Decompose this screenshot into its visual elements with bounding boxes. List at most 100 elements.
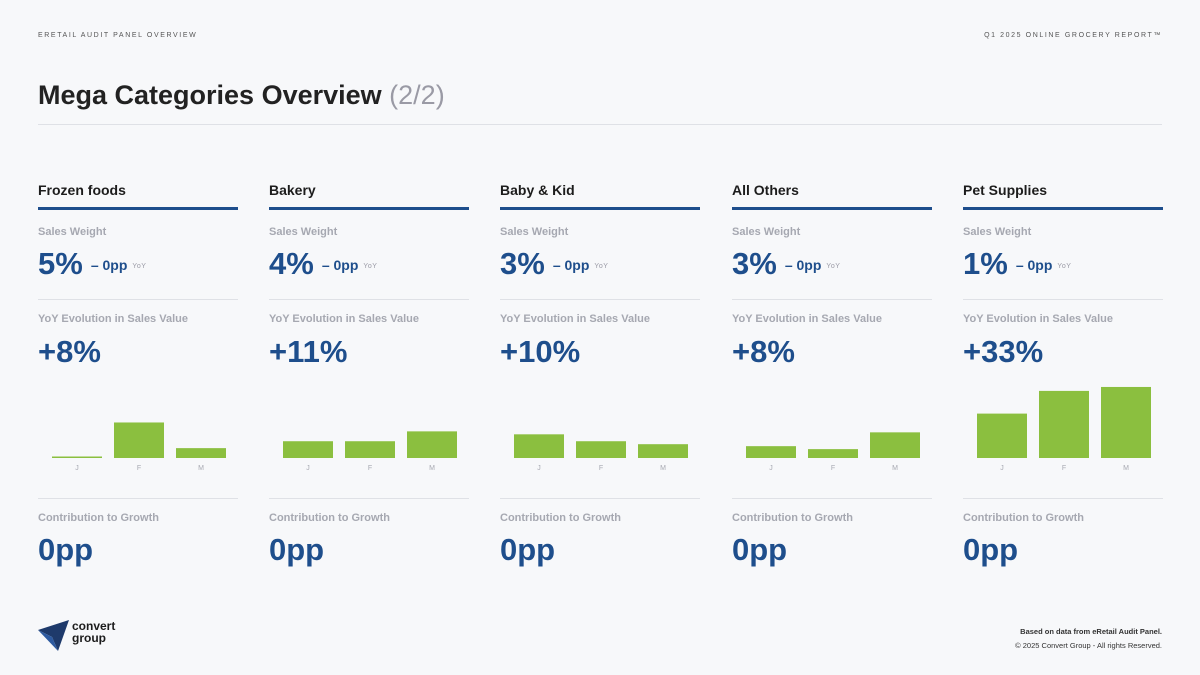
yoy-evolution-value: +33% [963,334,1044,369]
category-name: Bakery [269,182,469,210]
sales-weight-label: Sales Weight [269,226,338,238]
convert-group-logo: convert group [38,620,115,657]
bar-F [114,422,164,458]
contribution-value: 0pp [269,532,325,567]
divider [963,498,1163,499]
category-column: Pet Supplies Sales Weight 1% – 0pp YoY YoY Ev… [963,182,1163,567]
yoy-evolution-value: +8% [38,334,101,369]
sales-weight-row: 5% – 0pp YoY [38,246,146,282]
sales-weight-value: 3% [500,246,545,281]
sales-weight-label: Sales Weight [732,226,801,238]
sales-weight-value: 3% [732,246,777,281]
category-column: Frozen foods Sales Weight 5% – 0pp YoY YoY Ev… [38,182,238,567]
copyright-note: © 2025 Convert Group - All rights Reserv… [1015,641,1162,650]
report-name-label: Q1 2025 ONLINE GROCERY REPORT™ [984,32,1162,39]
bar-M [870,432,920,458]
bar-J [977,413,1027,458]
paper-plane-icon [38,620,69,651]
bar-F [576,441,626,458]
sales-weight-value: 4% [269,246,314,281]
sales-weight-row: 1% – 0pp YoY [963,246,1071,282]
contribution-value: 0pp [963,532,1019,567]
bar-M [638,444,688,458]
contribution-value: 0pp [38,532,94,567]
x-tick-label: M [1123,465,1129,472]
bar-F [1039,390,1089,458]
report-section-label: ERETAIL AUDIT PANEL OVERVIEW [38,32,198,39]
sales-weight-label: Sales Weight [963,226,1032,238]
sales-weight-value: 1% [963,246,1008,281]
sales-weight-delta: – 0pp [90,257,128,273]
divider [38,299,238,300]
yoy-evolution-value: +11% [269,334,348,369]
sales-weight-delta: – 0pp [552,257,590,273]
category-column: All Others Sales Weight 3% – 0pp YoY YoY Evol… [732,182,932,567]
sales-weight-row: 4% – 0pp YoY [269,246,377,282]
bar-M [407,431,457,458]
divider [500,498,700,499]
contribution-label: Contribution to Growth [38,512,159,524]
sales-weight-delta: – 0pp [321,257,359,273]
yoy-tag: YoY [1057,263,1072,270]
bar-F [345,441,395,458]
page-title-pagination: (2/2) [389,80,445,110]
contribution-label: Contribution to Growth [732,512,853,524]
x-tick-label: J [75,465,79,472]
sales-weight-delta: – 0pp [1015,257,1053,273]
bar-M [176,448,226,458]
divider [732,498,932,499]
title-divider [38,124,1162,125]
yoy-tag: YoY [363,263,378,270]
yoy-evolution-label: YoY Evolution in Sales Value [963,313,1113,325]
yoy-evolution-value: +10% [500,334,581,369]
x-tick-label: M [429,465,435,472]
divider [732,299,932,300]
sales-weight-delta: – 0pp [784,257,822,273]
x-tick-label: F [137,465,141,472]
divider [963,299,1163,300]
page-title: Mega Categories Overview (2/2) [38,80,445,111]
contribution-label: Contribution to Growth [500,512,621,524]
sales-weight-row: 3% – 0pp YoY [500,246,608,282]
yoy-evolution-label: YoY Evolution in Sales Value [269,313,419,325]
divider [38,498,238,499]
category-column: Baby & Kid Sales Weight 3% – 0pp YoY YoY Evol… [500,182,700,567]
contribution-value: 0pp [732,532,788,567]
category-name: Frozen foods [38,182,238,210]
data-source-note: Based on data from eRetail Audit Panel. [1020,627,1162,636]
x-tick-label: J [306,465,310,472]
yoy-evolution-value: +8% [732,334,795,369]
bar-M [1101,386,1151,458]
divider [269,498,469,499]
logo-line2: group [72,631,106,645]
x-tick-label: F [1062,465,1066,472]
x-tick-label: J [537,465,541,472]
x-tick-label: F [368,465,372,472]
sales-weight-label: Sales Weight [38,226,107,238]
contribution-value: 0pp [500,532,556,567]
yoy-evolution-label: YoY Evolution in Sales Value [732,313,882,325]
page-title-main: Mega Categories Overview [38,80,382,110]
yoy-evolution-label: YoY Evolution in Sales Value [38,313,188,325]
sales-weight-label: Sales Weight [500,226,569,238]
x-tick-label: M [198,465,204,472]
yoy-tag: YoY [826,263,841,270]
contribution-label: Contribution to Growth [963,512,1084,524]
x-tick-label: F [831,465,835,472]
category-name: All Others [732,182,932,210]
divider [269,299,469,300]
yoy-tag: YoY [594,263,609,270]
contribution-label: Contribution to Growth [269,512,390,524]
category-name: Baby & Kid [500,182,700,210]
bar-F [808,449,858,458]
bar-J [52,456,102,458]
category-name: Pet Supplies [963,182,1163,210]
sales-weight-value: 5% [38,246,83,281]
